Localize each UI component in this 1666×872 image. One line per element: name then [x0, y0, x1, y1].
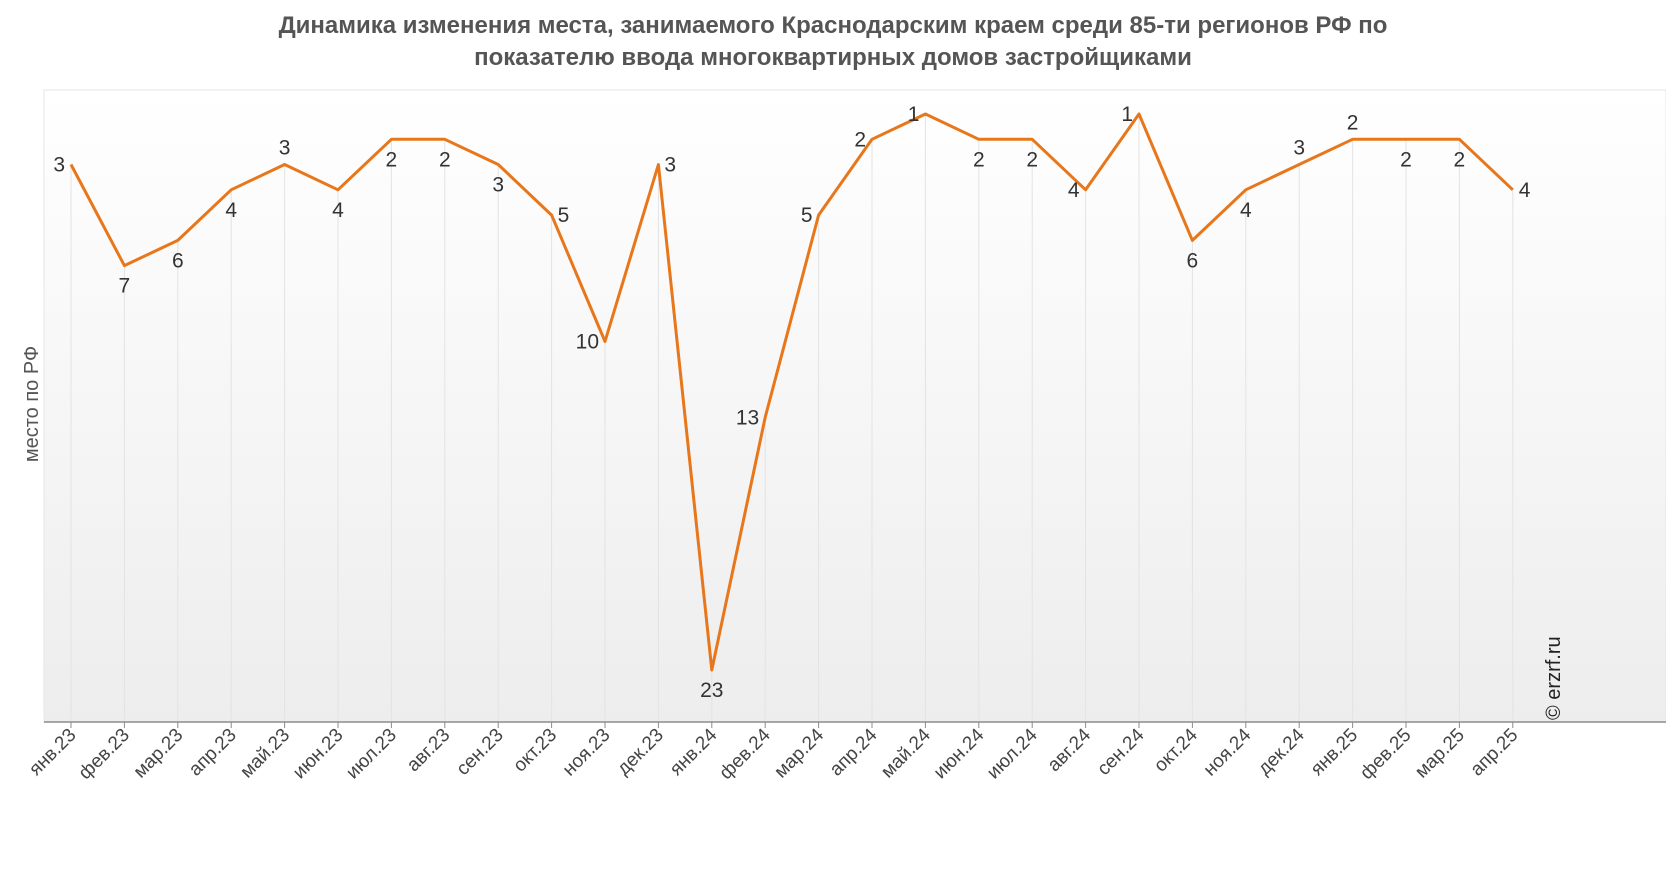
x-tick-label: июл.24 — [983, 724, 1042, 783]
series-line — [69, 112, 1514, 672]
x-tick-label: фев.25 — [1356, 725, 1415, 784]
data-label: 2 — [386, 148, 398, 171]
x-tick-label: мар.25 — [1411, 725, 1469, 783]
x-tick-label: окт.24 — [1150, 724, 1202, 776]
data-label: 2 — [1454, 148, 1466, 171]
data-label: 2 — [1026, 148, 1038, 171]
data-label: 6 — [172, 249, 184, 272]
x-tick-label: окт.23 — [509, 725, 561, 777]
credit-text: © erzrf.ru — [1543, 636, 1565, 720]
data-label: 3 — [664, 154, 676, 177]
x-tick-label: ноя.24 — [1200, 724, 1256, 780]
x-tick-label: янв.23 — [25, 725, 80, 780]
plot-area — [43, 89, 1666, 723]
x-tick-label: мар.23 — [130, 725, 188, 783]
data-label: 2 — [1347, 111, 1359, 134]
x-tick-label: май.23 — [236, 725, 294, 783]
x-tick-label: дек.23 — [613, 725, 668, 780]
chart-title-line-1: Динамика изменения места, занимаемого Кр… — [278, 12, 1388, 39]
chart-title-line-2: показателю ввода многоквартирных домов з… — [474, 44, 1192, 71]
data-label: 4 — [225, 199, 237, 222]
data-label: 5 — [558, 204, 570, 227]
data-label: 2 — [973, 148, 985, 171]
data-label: 2 — [854, 128, 866, 151]
x-axis-labels: янв.23фев.23мар.23апр.23май.23июн.23июл.… — [25, 724, 1522, 784]
data-label: 13 — [736, 406, 759, 429]
y-axis-label: место по РФ — [21, 346, 43, 462]
x-tick-label: сен.23 — [453, 725, 508, 780]
data-label: 1 — [908, 103, 920, 126]
x-tick-label: июн.24 — [930, 724, 989, 783]
data-label: 4 — [1519, 179, 1531, 202]
x-tick-label: янв.25 — [1307, 725, 1362, 780]
data-label: 3 — [53, 154, 65, 177]
x-tick-label: апр.23 — [185, 725, 241, 781]
data-label: 4 — [1240, 199, 1252, 222]
data-label: 5 — [801, 204, 813, 227]
x-tick-label: ноя.23 — [559, 725, 615, 781]
data-label: 6 — [1187, 249, 1199, 272]
x-tick-label: янв.24 — [666, 724, 722, 780]
data-label: 2 — [439, 148, 451, 171]
x-tick-label: сен.24 — [1093, 724, 1148, 779]
data-label: 1 — [1121, 103, 1133, 126]
x-tick-label: апр.24 — [826, 724, 882, 780]
grid-lines — [70, 114, 1514, 722]
x-axis-ticks — [70, 722, 1514, 728]
x-tick-label: мар.24 — [770, 724, 828, 782]
x-tick-label: май.24 — [877, 724, 935, 782]
data-label: 7 — [119, 275, 131, 298]
x-tick-label: дек.24 — [1254, 724, 1309, 779]
x-tick-label: июн.23 — [289, 725, 348, 784]
data-label: 2 — [1400, 148, 1412, 171]
x-tick-label: авг.23 — [403, 725, 454, 776]
data-label: 3 — [279, 137, 291, 160]
x-tick-label: фев.24 — [716, 724, 775, 783]
x-tick-label: авг.24 — [1044, 724, 1096, 776]
x-tick-label: фев.23 — [75, 725, 134, 784]
data-label: 23 — [700, 679, 723, 702]
x-tick-label: июл.23 — [342, 725, 401, 784]
x-tick-label: апр.25 — [1467, 725, 1523, 781]
data-label: 4 — [1068, 179, 1080, 202]
data-label: 4 — [332, 199, 344, 222]
data-label: 3 — [492, 174, 504, 197]
data-label: 3 — [1293, 137, 1305, 160]
data-label: 10 — [576, 330, 599, 353]
chart-title: Динамика изменения места, занимаемого Кр… — [0, 10, 1666, 74]
